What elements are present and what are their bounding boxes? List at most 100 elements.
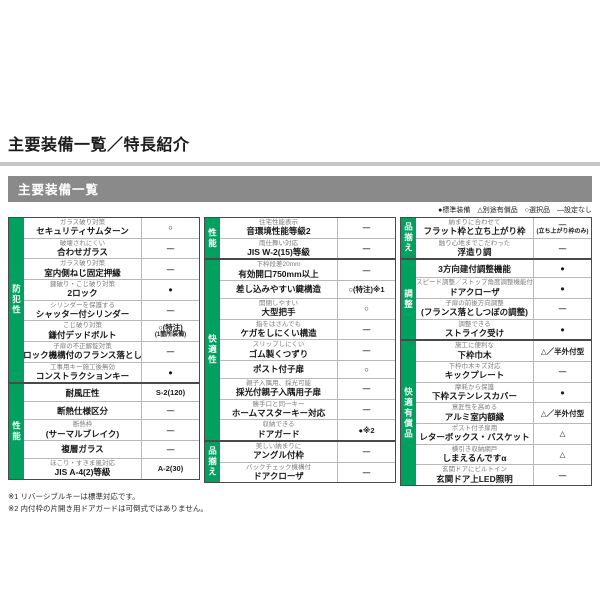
row-name-cell: 下枠巾木キズ対応 キックプレート	[416, 362, 533, 382]
row-sub-label: 納まりに合わせて	[448, 219, 501, 226]
row-main-label: 下枠ステンレスカバー	[431, 391, 517, 402]
row-value: ○(特注)※1	[348, 284, 385, 294]
row-sub-label: 工事用キー施工後無効	[50, 363, 115, 371]
row-value: ―	[166, 305, 175, 315]
row-value-cell: ―	[337, 218, 395, 238]
row-sub-label: 破壊されにくい	[59, 239, 106, 247]
row-value-cell: ○	[337, 360, 395, 378]
footnotes: ※1 リバーシブルキーは標準対応です。 ※2 内付枠の片開き用ドアガードは可倒式…	[8, 491, 592, 515]
row-value-cell: ―	[141, 300, 199, 321]
row-main-label: コンストラクションキー	[35, 371, 130, 382]
row-main-label: ドアクローザ	[253, 471, 304, 482]
row-value-cell: ―	[533, 465, 591, 485]
row-sub-label: ポスト付子扉用	[451, 424, 498, 432]
row-value: ―	[558, 243, 567, 253]
row-value-cell: ―	[533, 238, 591, 259]
table-row: 断熱仕様区分 ―	[24, 401, 199, 420]
row-main-label: ストライク受け	[444, 328, 505, 339]
row-sub-label: 摩耗から保護	[455, 383, 494, 391]
row-value: ●	[560, 264, 565, 274]
row-value-cell: ―	[337, 378, 395, 399]
row-main-label: 耐風圧性	[65, 387, 100, 398]
row-sub-label: スリップしにくい	[252, 341, 305, 349]
row-main-label: 下枠巾木	[457, 349, 492, 360]
row-name-cell: 摩耗から保護 下枠ステンレスカバー	[416, 383, 533, 403]
row-name-cell: 指をはさんでも ケガをしにくい構造	[220, 320, 337, 340]
row-main-label: フラット枠と立ち上がり枠	[423, 226, 526, 237]
row-value-cell: ―	[533, 298, 591, 319]
row-value-cell: △／半外付型	[533, 341, 591, 361]
row-sub-label: 開閉しやすい	[259, 299, 298, 307]
row-value-cell: ●	[141, 279, 199, 300]
category-label: 調整	[401, 260, 416, 340]
row-name-cell: 複層ガラス	[24, 441, 141, 458]
row-main-label: ポスト付子扉	[252, 364, 304, 375]
row-name-cell: こじ破り対策 鎌付デッドボルト	[24, 321, 141, 341]
table-row: スリップしにくい ゴム製くつずり ―	[220, 339, 395, 360]
row-main-label: アングル付枠	[253, 450, 304, 461]
legend-item: ―設定なし	[557, 207, 592, 214]
table-row: 耐風圧性 S-2(120)	[24, 384, 199, 402]
row-sub-label: スピード調整／ストップ角度調整機能付	[416, 279, 533, 287]
legend-item: ○選択品	[524, 207, 550, 214]
row-name-cell: 3方向建付調整機能	[416, 260, 533, 277]
row-value-cell: ●	[533, 278, 591, 298]
row-value-cell: ●	[141, 362, 199, 383]
category-group: 快適性 下枠段差20mm 有効開口750mm以上 ― 差し込みやすい鍵構造 ○(特注)※1…	[204, 259, 396, 441]
category-group: 品揃え 納まりに合わせて フラット枠と立ち上がり枠 ― (立ち上がり枠のみ) 触り心地まで…	[400, 217, 592, 260]
row-name-cell: 触り心地までこだわった 浮造り調	[416, 239, 533, 259]
row-value: ●※2	[358, 425, 375, 435]
table-row: 玄関ドアにビルトイン 玄関ドア上LED照明 ―	[416, 464, 591, 485]
table-row: スピード調整／ストップ角度調整機能付 ドアクローザ ●	[416, 277, 591, 298]
row-value: ―	[166, 444, 175, 454]
table-row: こじ破り対策 鎌付デッドボルト ○(特注) (1箇所装備)	[24, 320, 199, 341]
row-name-cell: 断熱仕様区分	[24, 402, 141, 419]
row-value-cell: △	[533, 444, 591, 465]
row-main-label: 3方向建付調整機能	[438, 263, 511, 274]
row-value-cell: ―	[141, 341, 199, 362]
row-value: ●	[168, 285, 173, 295]
row-value: ―	[362, 345, 371, 355]
row-name-cell: 子扉の不正解錠対策 ロック機構付のフランス落とし	[23, 342, 142, 362]
row-main-label: 大型把手	[261, 307, 296, 318]
row-value-cell: ―	[337, 462, 395, 483]
row-sub-label: 意匠性を高める	[451, 404, 498, 412]
row-value: ―	[558, 367, 567, 377]
row-main-label: アルミ室内額縁	[444, 411, 505, 422]
legend-item: ●標準装備	[438, 207, 471, 214]
row-name-cell: 破壊されにくい 合わせガラス	[24, 239, 141, 259]
row-sub-label: 住宅性能表示	[259, 219, 298, 226]
row-sub-label: 断熱枠	[72, 421, 93, 429]
row-sub-label: こじ破り対策	[63, 322, 102, 330]
row-sub-label: 下枠段差20mm	[256, 261, 301, 269]
row-main-label: JIS A-4(2)等級	[54, 467, 111, 478]
category-label: 性能	[9, 384, 24, 479]
table-row: ポスト付子扉 ○	[220, 359, 395, 378]
row-name-cell: 調整できる ストライク受け	[416, 320, 533, 340]
row-main-label: しまえるんですα	[442, 453, 507, 464]
row-value-cell: ○	[337, 298, 395, 319]
row-name-cell: ガラス破り対策 セキュリティサムターン	[24, 218, 141, 238]
row-value-cell: A-2(30)	[141, 458, 199, 479]
row-sub-label: 玄関ドアにビルトイン	[442, 466, 507, 474]
table-row: シリンダーを保護する シャッター付シリンダー ―	[24, 299, 199, 321]
table-row: ガラス破り対策 室内側ねじ固定押縁 ―	[24, 258, 199, 279]
row-value: ○(特注)	[158, 323, 183, 333]
table-row: 断熱枠 (サーマルブレイク) ―	[24, 419, 199, 440]
row-sub-label: 親子入隅用、採光可能	[246, 379, 311, 387]
row-value-cell: ―	[337, 238, 395, 259]
row-name-cell: ポスト付子扉	[220, 361, 337, 378]
row-name-cell: ガラス破り対策 室内側ねじ固定押縁	[24, 259, 141, 279]
row-value: ○	[168, 223, 173, 233]
row-value: ―	[166, 406, 175, 416]
row-value: ―	[166, 425, 175, 435]
row-name-cell: 開閉しやすい 大型把手	[220, 299, 337, 319]
table-row: 子扉の前後方向調整 (フランス落としつぼの調整) ―	[416, 297, 591, 319]
row-sub-label: 勝手口と同一キー	[252, 400, 305, 408]
row-sub-label: 横引き収納網戸	[451, 445, 498, 453]
category-group: 品揃え 美しい納まりに アングル付枠 ― バックチェック機構付 ドアクローザ ―	[204, 440, 396, 484]
row-list: 施工に便利な 下枠巾木 △／半外付型 下枠巾木キズ対応 キックプレート ― 摩耗から保護 下枠…	[416, 341, 591, 485]
category-label: 品揃え	[205, 441, 220, 483]
row-main-label: JIS W-2(15)等級	[247, 247, 310, 258]
category-group: 性能 住宅性能表示 音環境性能等級2 ― 雨仕舞い対応 JIS W-2(15)等級 ―	[204, 217, 396, 260]
